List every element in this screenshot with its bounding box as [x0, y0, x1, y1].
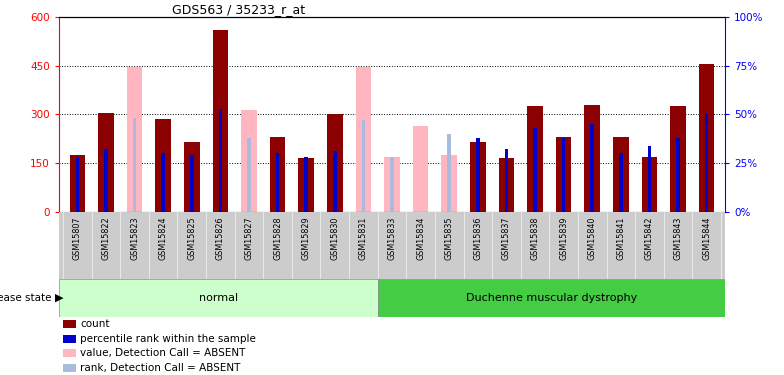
Bar [562, 138, 565, 212]
Text: Duchenne muscular dystrophy: Duchenne muscular dystrophy [466, 293, 637, 303]
Bar [333, 152, 336, 212]
Text: GSM15841: GSM15841 [616, 217, 626, 260]
Bar [470, 142, 485, 212]
Text: percentile rank within the sample: percentile rank within the sample [80, 334, 256, 344]
Bar [476, 138, 480, 212]
Text: GDS563 / 35233_r_at: GDS563 / 35233_r_at [172, 3, 305, 16]
Bar [162, 153, 165, 212]
Text: GSM15836: GSM15836 [474, 217, 482, 260]
Bar [641, 157, 657, 212]
Bar [613, 137, 629, 212]
Text: GSM15831: GSM15831 [359, 217, 368, 260]
Text: count: count [80, 319, 110, 329]
Bar [63, 349, 76, 357]
Bar [390, 157, 394, 212]
Bar [212, 30, 228, 212]
Text: GSM15834: GSM15834 [416, 217, 425, 260]
Text: GSM15830: GSM15830 [330, 217, 339, 260]
Bar [184, 142, 200, 212]
Text: GSM15835: GSM15835 [445, 217, 454, 260]
Text: GSM15827: GSM15827 [245, 217, 253, 260]
Bar [299, 158, 314, 212]
Text: GSM15842: GSM15842 [645, 217, 654, 260]
Bar [556, 137, 572, 212]
Text: GSM15838: GSM15838 [531, 217, 539, 260]
Text: GSM15822: GSM15822 [101, 217, 111, 260]
Bar [505, 150, 508, 212]
Text: value, Detection Call = ABSENT: value, Detection Call = ABSENT [80, 348, 245, 358]
Text: GSM15807: GSM15807 [73, 217, 82, 260]
Text: GSM15823: GSM15823 [130, 217, 139, 260]
Bar [378, 279, 725, 317]
Bar [63, 364, 76, 372]
Bar [247, 138, 251, 212]
Bar [705, 114, 708, 212]
Bar [59, 279, 378, 317]
Text: GSM15829: GSM15829 [302, 217, 310, 260]
Text: GSM15833: GSM15833 [387, 217, 397, 260]
Text: normal: normal [198, 293, 238, 303]
Bar [276, 153, 279, 212]
Bar [448, 134, 451, 212]
Bar [98, 113, 114, 212]
Text: disease state: disease state [0, 293, 55, 303]
Text: ▶: ▶ [55, 293, 64, 303]
Bar [619, 153, 622, 212]
Text: GSM15826: GSM15826 [216, 217, 225, 260]
Text: GSM15825: GSM15825 [187, 217, 196, 260]
Bar [219, 108, 222, 212]
Bar [699, 64, 714, 212]
Bar [327, 114, 343, 212]
Bar [533, 128, 537, 212]
Bar [355, 67, 372, 212]
Bar [361, 120, 365, 212]
Text: GSM15843: GSM15843 [673, 217, 683, 260]
Text: GSM15844: GSM15844 [702, 217, 711, 260]
Bar [670, 106, 686, 212]
Text: GSM15824: GSM15824 [158, 217, 168, 260]
Bar [584, 105, 600, 212]
Bar [63, 334, 76, 343]
Text: rank, Detection Call = ABSENT: rank, Detection Call = ABSENT [80, 363, 241, 373]
Bar [76, 157, 79, 212]
Bar [70, 155, 85, 212]
Bar [527, 106, 543, 212]
Text: GSM15837: GSM15837 [502, 217, 511, 260]
Bar [104, 150, 107, 212]
Bar [677, 138, 680, 212]
Bar [241, 110, 257, 212]
Bar [190, 155, 194, 212]
Bar [132, 118, 136, 212]
Bar [304, 157, 308, 212]
Text: GSM15828: GSM15828 [273, 217, 282, 260]
Bar [648, 146, 652, 212]
Bar [127, 67, 143, 212]
Bar [384, 157, 400, 212]
Bar [63, 320, 76, 328]
Bar [155, 119, 171, 212]
Bar [412, 126, 429, 212]
Bar [590, 124, 594, 212]
Text: GSM15840: GSM15840 [588, 217, 597, 260]
Bar [270, 137, 285, 212]
Bar [499, 158, 514, 212]
Bar [441, 155, 457, 212]
Text: GSM15839: GSM15839 [559, 217, 568, 260]
